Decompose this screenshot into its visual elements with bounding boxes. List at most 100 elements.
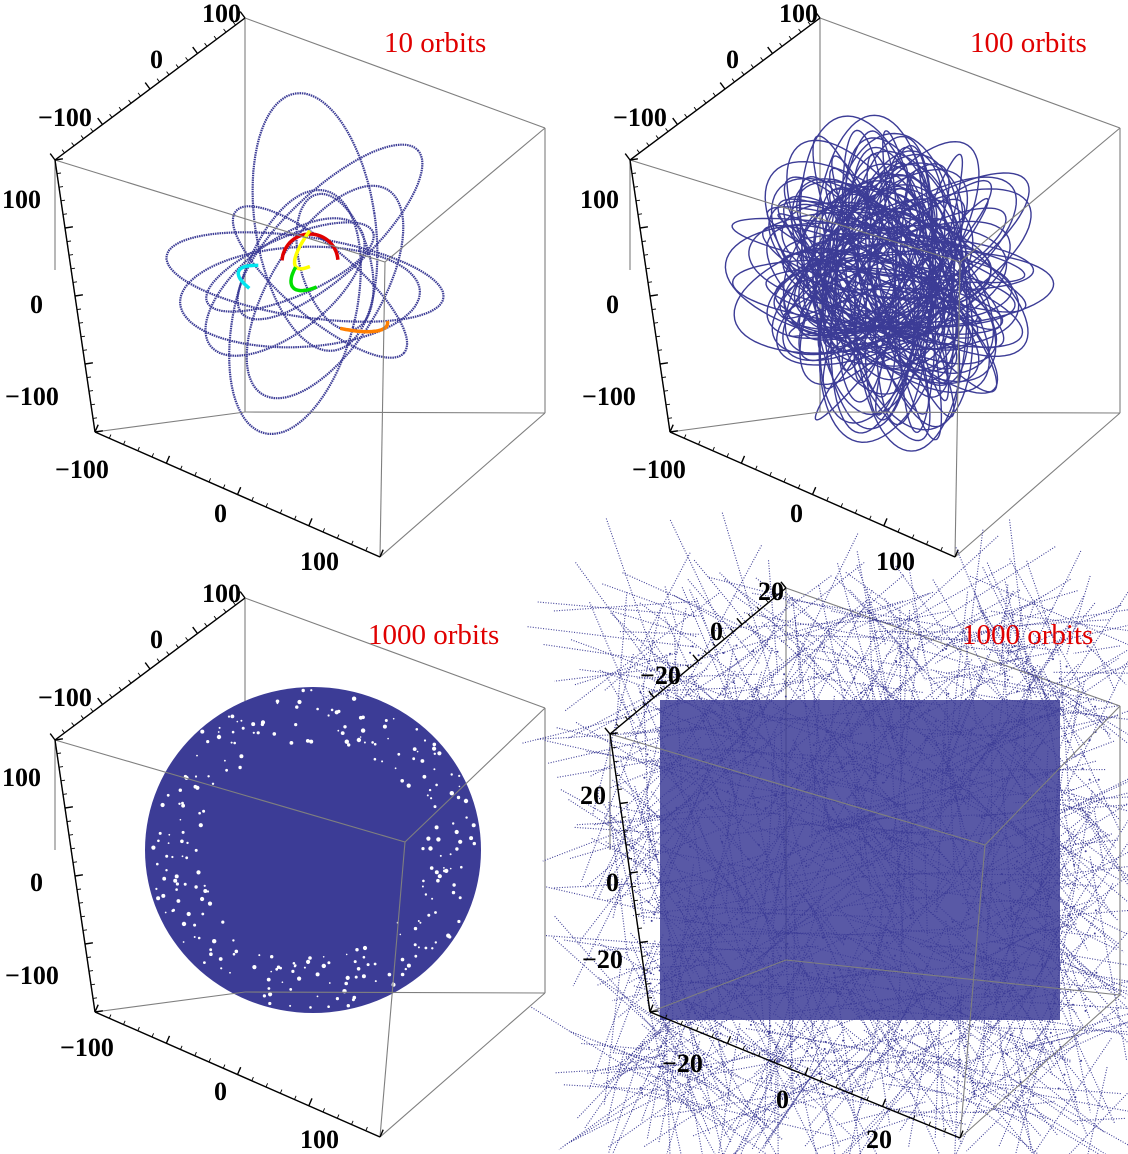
sparse-gap (181, 801, 184, 805)
orbit-trace-segment (1019, 550, 1082, 674)
orbit-trace-segment (619, 631, 701, 635)
orbit-trace-segment (743, 1086, 874, 1116)
orbit-trace-segment (600, 1060, 711, 1074)
orbit-trace-segment (987, 595, 1085, 772)
orbit-trace-segment (1078, 808, 1128, 887)
orbit-trace-segment (857, 1046, 892, 1078)
orbit-point (822, 1092, 825, 1095)
axis-tick-mark (279, 1089, 283, 1094)
orbit-trace-segment (1026, 560, 1060, 657)
orbit-point (1066, 740, 1069, 743)
highlighted-orbit-arc (289, 266, 318, 293)
axis-tick-mark (61, 149, 65, 154)
orbit-point (1086, 645, 1089, 648)
axis-tick-mark (194, 471, 197, 476)
orbit-point (722, 652, 725, 654)
sparse-gap (252, 965, 257, 970)
orbit-trace-segment (687, 579, 760, 664)
sparse-gap (268, 1001, 272, 1006)
orbit-trace-segment (799, 641, 828, 682)
orbit-point (800, 804, 802, 807)
axis-tick-mark (84, 942, 94, 945)
axis-tick-mark (897, 528, 901, 533)
axis-tick-mark (698, 440, 701, 445)
orbit-trace-segment (612, 940, 656, 1053)
orbit-trace-segment (588, 736, 666, 778)
axis-tick-mark (625, 844, 631, 846)
sparse-gap (417, 946, 420, 949)
sparse-gap (322, 956, 325, 958)
orbit-trace (864, 146, 925, 421)
orbit-trace-segment (1025, 625, 1055, 657)
axis-tick-mark (72, 861, 78, 863)
orbit-point (956, 1004, 959, 1007)
dense-core (660, 700, 1060, 1020)
axis-tick-mark (180, 1045, 183, 1050)
orbit-point (909, 914, 912, 917)
axis-tick-mark (623, 830, 629, 832)
orbit-trace (898, 168, 937, 434)
axis-tick-mark (693, 106, 697, 111)
highlighted-orbit-arc (236, 263, 259, 290)
axis-tick-mark (175, 644, 179, 648)
sparse-gap (155, 887, 158, 891)
sparse-gap (211, 782, 215, 785)
orbit-trace-segment (597, 750, 664, 900)
orbit-point (660, 988, 663, 991)
sparse-gap (433, 752, 436, 755)
sparse-gap (423, 739, 427, 742)
axis-tick-mark (64, 806, 74, 809)
sparse-gap (374, 980, 377, 983)
orbit-point (876, 771, 879, 774)
orbit-point (721, 841, 724, 843)
orbit-trace (770, 177, 991, 394)
orbit-trace-segment (661, 1050, 781, 1074)
orbit-trace-segment (899, 607, 902, 785)
axis-tick-mark (635, 199, 641, 202)
tick-marks (624, 11, 959, 558)
orbit-trace-segment (553, 600, 698, 612)
orbit-trace-segment (1018, 938, 1128, 996)
axis-tick-mark (156, 658, 160, 663)
axis-tick-mark (703, 99, 707, 104)
sparse-gap (432, 742, 437, 747)
orbit-point (1088, 778, 1091, 781)
orbit-point (1084, 850, 1087, 853)
orbit-plot-area (145, 687, 481, 1013)
orbit-point (964, 1045, 967, 1048)
sparse-gap (343, 725, 347, 729)
orbit-trace-segment (1033, 819, 1128, 971)
orbit-trace-segment (886, 610, 949, 625)
orbit-trace-segment (660, 1052, 716, 1154)
axis-tick-mark (185, 637, 189, 641)
orbit-trace (764, 160, 997, 383)
orbit-point (795, 895, 798, 898)
sparse-gap (406, 963, 411, 968)
sparse-gap (173, 878, 178, 883)
bottom-axis-tick-label: 0 (790, 499, 803, 528)
axis-tick-mark (659, 686, 664, 691)
orbit-point (839, 993, 842, 996)
sparse-gap (452, 822, 455, 825)
sparse-gap (413, 943, 417, 947)
axis-tick-mark (672, 117, 679, 125)
orbit-point (1049, 1007, 1052, 1010)
orbit-point (658, 969, 661, 972)
orbit-trace (205, 221, 375, 313)
sparse-gap (431, 897, 434, 900)
orbit-trace-segment (624, 963, 716, 971)
sparse-gap (356, 967, 361, 971)
orbit-point (660, 725, 663, 728)
sparse-gap (193, 784, 198, 789)
orbit-point (649, 839, 652, 842)
orbit-point (662, 829, 665, 832)
orbit-trace-segment (762, 649, 801, 680)
orbit-trace (790, 203, 958, 346)
orbit-trace-segment (948, 1014, 997, 1055)
axis-tick-mark (765, 599, 769, 603)
orbit-point (718, 1043, 721, 1046)
sparse-gap (162, 876, 167, 881)
orbit-point (860, 1098, 863, 1101)
axis-tick-mark (736, 617, 743, 625)
